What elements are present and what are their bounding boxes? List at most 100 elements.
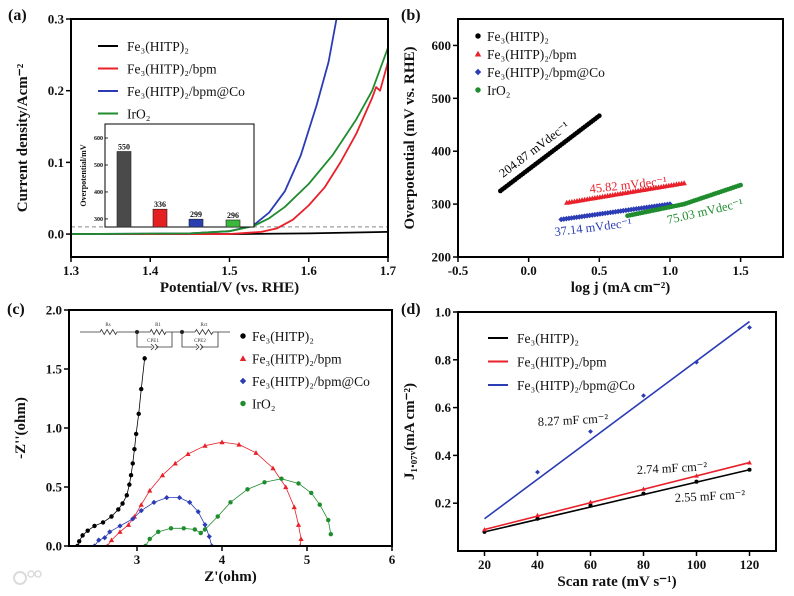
data-point [130,461,135,466]
data-point [694,473,699,478]
data-point [291,504,297,510]
cpe-symbol [150,343,204,351]
data-point [100,520,106,525]
plot-area [482,320,752,534]
series-line [71,47,388,235]
y-tick-label: 0.6 [435,400,452,415]
x-tick-label: 1.0 [662,263,678,278]
data-point [594,211,601,218]
plot-area [75,356,334,546]
data-point [681,180,687,186]
data-point [596,113,602,119]
data-point [589,212,596,218]
data-point [253,450,259,455]
node [135,330,139,334]
legend-label: Fe₃(HITP)₂ [487,29,549,44]
data-point [747,460,752,465]
data-point [236,441,242,447]
data-point [164,495,170,501]
y-tick-label: 0.2 [48,83,64,98]
data-point [599,210,606,217]
inset-y-tick-label: 500 [94,163,103,169]
data-point [747,325,752,330]
y-tick-label: 500 [432,91,452,106]
legend-marker [239,355,247,362]
panel-b: -0.5 0.0 0.5 1.0 1.5 200 300 400 500 600 log j (mA… [401,7,784,296]
legend-marker [239,377,247,385]
legend-label: Fe₃(HITP)₂ [517,331,579,346]
slope-annotation: 204.87 mVdec⁻¹ [496,119,572,181]
data-point [76,539,82,544]
legend-label: Fe₃(HITP)₂/bpm@Co [517,378,635,393]
data-point [107,529,113,535]
panel-label: (b) [401,7,421,24]
watermark-logo [13,570,42,585]
slope-annotation: 2.74 mF cm⁻² [636,459,707,477]
x-tick-label: 1.4 [142,263,159,278]
data-point [202,443,208,448]
data-point [172,460,178,466]
data-point [279,476,284,481]
data-point [80,533,85,538]
data-point [219,439,225,445]
data-point [109,514,114,519]
data-point [228,500,233,505]
series-1 [105,439,304,546]
inset-bar-value: 296 [227,211,239,220]
data-point [198,530,203,536]
cpe-branches [136,332,219,348]
y-tick-label: 0.5 [46,480,63,495]
legend-marker [240,400,246,407]
data-point [607,209,614,216]
data-point [125,522,132,527]
panel-c: 3 4 5 6 0.0 0.5 1.0 1.5 2.0 Z'(ohm) -Z''(ohm) (c) Fe… [7,301,396,585]
panel-d: 20 40 60 80 100 120 0.2 0.4 0.6 0.8 1.0 Scan rate (… [401,301,777,590]
legend-label: Fe₃(HITP)₂/bpm [517,355,607,370]
data-point [568,215,575,221]
data-point [117,523,123,529]
y-tick-label: 200 [432,250,452,265]
data-point [117,529,123,534]
node [180,330,184,334]
x-axis-label: log j (mA cm⁻²) [571,280,670,296]
series-line [71,61,388,235]
data-point [181,526,186,531]
data-point [581,213,588,219]
legend: Fe₃(HITP)₂ Fe₃(HITP)₂/bpm Fe₃(HITP)₂/bpm@C… [488,331,635,393]
panel-a: 1.3 1.4 1.5 1.6 1.7 0.0 0.1 0.2 0.3 Potential/V (… [8,7,397,296]
data-point [245,487,250,492]
data-point [641,393,646,399]
inset-bar [225,219,241,228]
series-3 [143,476,334,546]
data-point [187,499,193,505]
data-point [694,359,699,365]
data-point [215,514,220,519]
x-tick-label: 1.7 [380,263,397,278]
y-tick-label: 0.1 [48,155,64,170]
x-tick-label: 60 [584,557,597,572]
resistor-rct [194,328,230,336]
data-point [168,526,174,531]
fit-line [484,461,750,531]
inset-bar-value: 336 [154,200,166,209]
y-axis-label: -Z''(ohm) [13,397,29,459]
data-point [262,480,267,485]
data-point [604,210,611,216]
x-tick-label: 20 [478,557,491,572]
data-point [328,531,334,537]
legend-label: Fe₃(HITP)₂ [252,329,314,344]
fit-line [484,320,750,520]
data-point [482,527,487,532]
data-point [584,212,590,219]
equivalent-circuit: Rs R1 CPE1 Rct CPE2 [80,323,230,351]
y-tick-label: 0.4 [435,448,452,463]
series-0 [75,356,147,546]
data-point [139,386,144,392]
y-tick-label: 0.0 [46,539,62,554]
data-point [588,499,593,504]
data-point [102,535,108,541]
inset-bar-chart: 300 400 500 600 550 336 299 296 Overpotential/mV [79,123,255,228]
data-point [138,508,144,514]
fit-line [106,441,302,546]
x-tick-label: 120 [740,557,760,572]
